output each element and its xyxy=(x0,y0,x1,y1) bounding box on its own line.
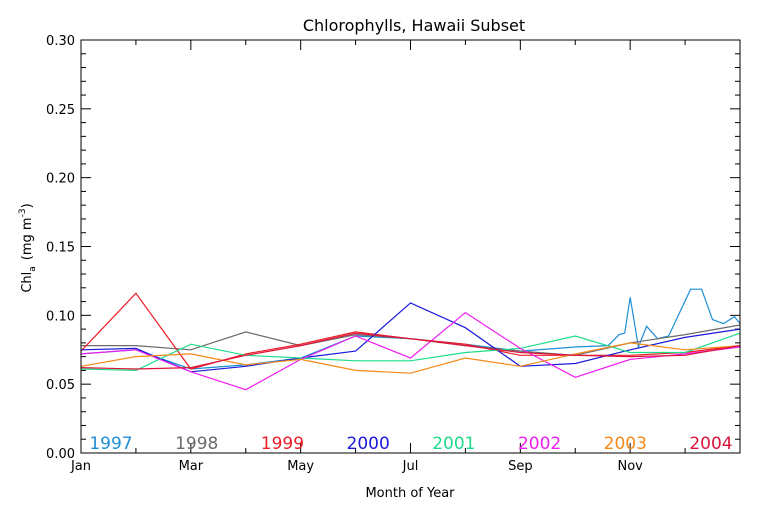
y-tick-label: 0.05 xyxy=(46,378,75,393)
y-tick-label: 0.20 xyxy=(46,172,75,187)
series-line-2000 xyxy=(80,302,741,373)
legend-item-2002: 2002 xyxy=(518,434,561,454)
x-axis: Jan Mar May Jul Sep Nov xyxy=(70,40,686,474)
y-axis-label: Chla(mg m-3) xyxy=(18,203,38,292)
legend-item-2003: 2003 xyxy=(604,434,647,454)
legend: 1997 1998 1999 2000 2001 2002 2003 2004 xyxy=(89,434,732,454)
x-tick-label: Jan xyxy=(70,459,91,474)
series-line-2003 xyxy=(80,342,741,374)
series-line-2004 xyxy=(80,332,741,370)
legend-item-1999: 1999 xyxy=(261,434,304,454)
x-tick-label: Mar xyxy=(179,459,204,474)
x-axis-label: Month of Year xyxy=(365,486,455,501)
y-tick-label: 0.30 xyxy=(46,34,75,49)
legend-item-2001: 2001 xyxy=(432,434,475,454)
y-tick-label: 0.25 xyxy=(46,103,75,118)
series-line-2002 xyxy=(80,311,741,391)
legend-item-1997: 1997 xyxy=(89,434,132,454)
legend-item-2000: 2000 xyxy=(347,434,390,454)
legend-item-2004: 2004 xyxy=(689,434,732,454)
series-line-1997 xyxy=(80,288,741,370)
series-lines xyxy=(80,288,741,391)
x-tick-label: Sep xyxy=(508,459,533,474)
x-tick-label: May xyxy=(287,459,314,474)
legend-item-1998: 1998 xyxy=(175,434,218,454)
y-tick-label: 0.15 xyxy=(46,241,75,256)
x-tick-label: Nov xyxy=(617,459,643,474)
x-tick-label: Jul xyxy=(402,459,419,474)
y-tick-label: 0.00 xyxy=(46,447,75,462)
y-axis: 0.00 0.05 0.10 0.15 0.20 0.25 0.30 xyxy=(46,34,740,462)
y-tick-label: 0.10 xyxy=(46,309,75,324)
series-line-2001 xyxy=(80,332,741,372)
plot-frame xyxy=(80,39,741,454)
chart-title: Chlorophylls, Hawaii Subset xyxy=(303,16,525,35)
